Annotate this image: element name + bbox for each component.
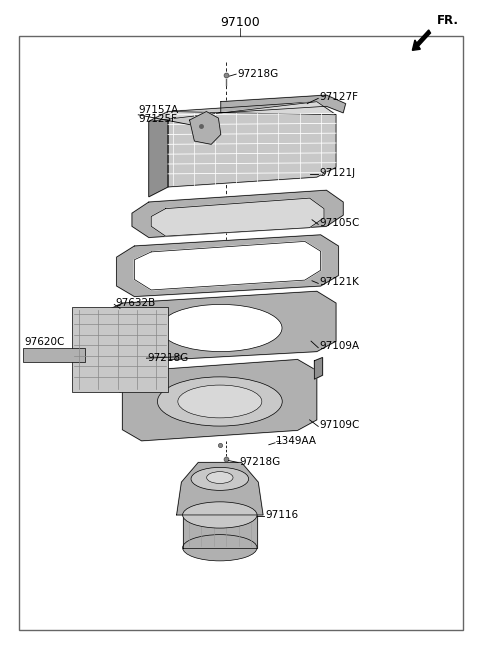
Text: 97620C: 97620C bbox=[24, 337, 64, 348]
Text: 97105C: 97105C bbox=[319, 218, 360, 228]
Text: 97157A: 97157A bbox=[138, 105, 179, 115]
Polygon shape bbox=[221, 95, 346, 113]
Bar bbox=[72, 307, 168, 392]
Text: 97218G: 97218G bbox=[239, 457, 280, 468]
Text: FR.: FR. bbox=[437, 14, 459, 28]
Polygon shape bbox=[151, 198, 324, 236]
Polygon shape bbox=[122, 359, 317, 441]
Polygon shape bbox=[103, 291, 336, 362]
Bar bbox=[23, 348, 85, 362]
Text: 97109C: 97109C bbox=[319, 420, 360, 430]
Text: 97127F: 97127F bbox=[319, 92, 358, 102]
Polygon shape bbox=[149, 102, 336, 121]
Polygon shape bbox=[168, 102, 336, 187]
Ellipse shape bbox=[157, 377, 282, 426]
Text: 97125F: 97125F bbox=[138, 114, 177, 125]
Text: 97218G: 97218G bbox=[148, 353, 189, 363]
Polygon shape bbox=[182, 515, 257, 548]
Polygon shape bbox=[314, 358, 323, 379]
Text: 97116: 97116 bbox=[265, 510, 299, 520]
Ellipse shape bbox=[206, 472, 233, 483]
Text: 97109A: 97109A bbox=[319, 341, 360, 352]
FancyArrow shape bbox=[412, 30, 431, 51]
Ellipse shape bbox=[182, 535, 257, 561]
Text: 97100: 97100 bbox=[220, 16, 260, 30]
Polygon shape bbox=[134, 241, 321, 290]
Text: 97632B: 97632B bbox=[115, 298, 156, 308]
Polygon shape bbox=[117, 235, 338, 297]
Text: 97218G: 97218G bbox=[238, 69, 279, 79]
Polygon shape bbox=[149, 112, 168, 197]
Polygon shape bbox=[177, 462, 263, 515]
Text: 97121J: 97121J bbox=[319, 167, 355, 178]
Text: 1349AA: 1349AA bbox=[276, 436, 317, 447]
Ellipse shape bbox=[178, 385, 262, 418]
Polygon shape bbox=[120, 371, 127, 392]
Polygon shape bbox=[190, 112, 221, 144]
Polygon shape bbox=[132, 190, 343, 237]
Ellipse shape bbox=[191, 467, 249, 490]
Text: 97121K: 97121K bbox=[319, 277, 359, 287]
Ellipse shape bbox=[182, 502, 257, 528]
Ellipse shape bbox=[159, 304, 282, 352]
